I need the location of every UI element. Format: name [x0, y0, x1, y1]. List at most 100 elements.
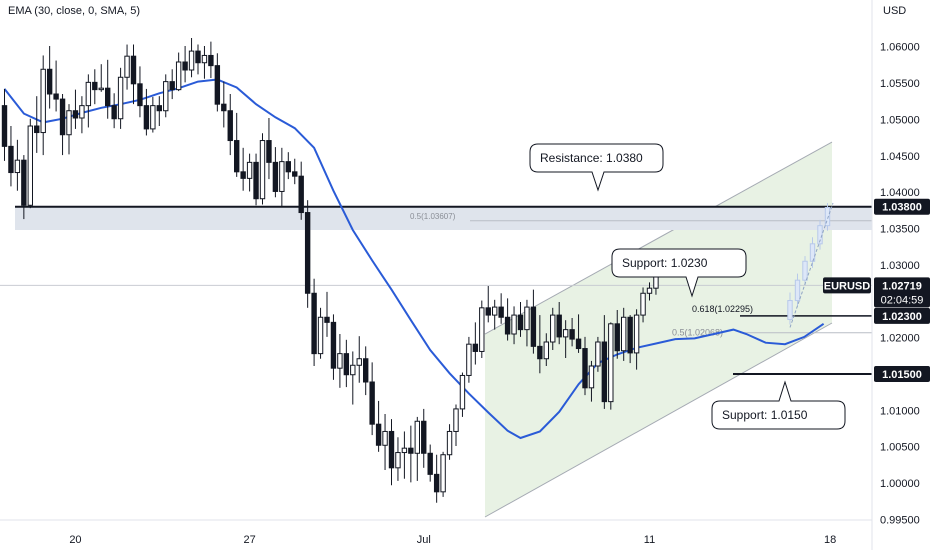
projection-candle: [817, 225, 823, 245]
candle-bear: [498, 306, 504, 318]
candle-bear: [240, 171, 246, 179]
candle-bull: [511, 314, 517, 335]
candle-bear: [388, 430, 395, 469]
candle-bear: [556, 314, 562, 338]
callout-support-1023[interactable]: [611, 248, 747, 298]
candle-bull: [356, 358, 362, 366]
candle-bull: [562, 329, 569, 338]
candle-bear: [421, 420, 427, 454]
candle-bull: [414, 420, 421, 454]
price-mark-bg: [874, 198, 930, 215]
candle-bear: [234, 140, 240, 173]
current-price-label: 1.02719: [882, 280, 922, 292]
channel-upper-line: [484, 141, 833, 335]
candle-bear: [292, 171, 298, 177]
candle-bull: [117, 76, 124, 120]
candle-bull: [401, 447, 408, 454]
candle-bear: [311, 292, 317, 355]
candle-bear: [34, 125, 40, 134]
fib-upper-label: 0.5(1.03607): [410, 212, 456, 221]
candle-bear: [324, 316, 330, 323]
candle-bull: [543, 341, 549, 360]
y-tick-label: 1.00500: [880, 442, 920, 454]
candle-bear: [530, 306, 537, 347]
callout-support-1023-text: Support: 1.0230: [622, 256, 708, 270]
candle-bear: [627, 316, 633, 354]
fib-05-label: 0.5(1.02068): [672, 328, 723, 338]
candle-bear: [8, 145, 14, 174]
candle-bear: [433, 473, 440, 493]
price-mark-bg: [874, 366, 930, 382]
candle-bear: [214, 65, 221, 105]
y-tick-label: 1.05500: [880, 78, 920, 90]
candle-bear: [143, 105, 150, 130]
candle-bear: [363, 358, 369, 383]
candle-bull: [440, 454, 446, 493]
candle-bull: [163, 81, 169, 112]
candle-bear: [208, 54, 214, 67]
price-mark-label: 1.03800: [882, 202, 922, 214]
candle-bear: [53, 93, 59, 100]
candle-bear: [517, 314, 524, 331]
candle-bull: [85, 81, 92, 107]
x-tick-label: 11: [644, 534, 655, 546]
y-tick-label: 1.04000: [880, 187, 920, 199]
candle-bear: [582, 348, 588, 389]
candle-bear: [569, 329, 575, 340]
callout-resistance[interactable]: [529, 143, 664, 192]
candle-bear: [137, 83, 143, 107]
candle-bear: [472, 343, 479, 352]
channel-lower-line: [484, 322, 833, 518]
candle-bull: [550, 314, 556, 343]
price-mark-bg: [874, 307, 930, 324]
candle-bull: [79, 105, 85, 119]
projection-candle: [787, 300, 793, 320]
candle-bear: [21, 159, 27, 206]
candle-bull: [98, 87, 104, 91]
candle-bear: [504, 316, 511, 335]
candle-bull: [395, 452, 401, 469]
y-tick-label: 1.04500: [880, 151, 920, 163]
x-tick-label: Jul: [417, 534, 431, 546]
candle-bear: [614, 323, 620, 352]
candle-bear: [298, 175, 304, 214]
candle-bear: [485, 307, 491, 316]
candle-bear: [272, 161, 279, 192]
candle-bull: [150, 105, 156, 130]
projection-candle: [794, 279, 801, 302]
candle-bull: [492, 306, 498, 316]
candle-bull: [246, 161, 253, 179]
candle-bull: [588, 365, 595, 389]
y-tick-label: 1.02000: [880, 333, 920, 345]
candle-bull: [608, 323, 614, 403]
candle-bear: [130, 55, 137, 85]
candle-bull: [317, 316, 324, 355]
candle-bull: [453, 408, 459, 432]
callout-resistance-text: Resistance: 1.0380: [540, 151, 643, 165]
indicator-label[interactable]: EMA (30, close, 0, SMA, 5): [8, 5, 141, 17]
candle-bear: [105, 87, 111, 107]
y-tick-label: 1.03500: [880, 224, 920, 236]
fib-618-label: 0.618(1.02295): [692, 304, 753, 314]
candle-bull: [595, 341, 601, 367]
candle-bear: [59, 98, 66, 136]
candle-bull: [466, 343, 472, 376]
projection-path: [789, 202, 834, 328]
candle-bear: [266, 140, 272, 163]
price-mark-label: 1.02300: [882, 311, 922, 323]
candle-bear: [427, 452, 433, 475]
x-tick-label: 27: [243, 534, 255, 546]
callout-support-1015[interactable]: [711, 380, 846, 430]
candle-bear: [92, 81, 98, 91]
candle-bull: [201, 54, 208, 64]
y-tick-label: 1.05000: [880, 114, 920, 126]
y-tick-label: 1.00000: [880, 478, 920, 490]
symbol-tag-bg[interactable]: [823, 277, 871, 294]
countdown-label: 02:04:59: [881, 294, 924, 306]
y-tick-label: 1.03000: [880, 260, 920, 272]
candle-bear: [375, 423, 382, 446]
candle-bear: [304, 212, 311, 294]
candle-bear: [169, 81, 175, 91]
